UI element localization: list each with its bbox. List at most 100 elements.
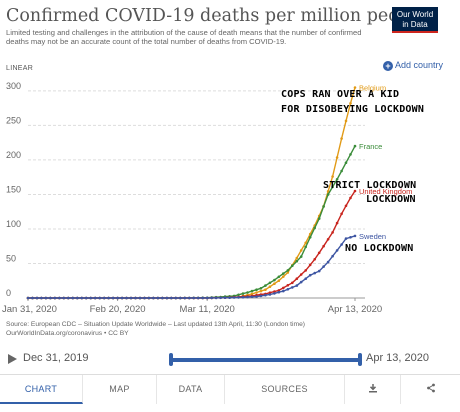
data-point-sweden [76, 296, 79, 300]
tab-chart[interactable]: CHART [0, 375, 83, 404]
data-point-france [268, 281, 272, 285]
scale-toggle[interactable]: LINEAR [6, 65, 34, 72]
tab-bar: CHART MAP DATA SOURCES [0, 374, 460, 404]
data-point-sweden [134, 296, 137, 300]
data-point-belgium [331, 175, 334, 178]
data-point-sweden [237, 296, 240, 299]
tab-data[interactable]: DATA [157, 375, 225, 404]
data-point-united-kingdom [282, 286, 285, 290]
timeline-start-handle[interactable] [169, 353, 173, 366]
data-point-united-kingdom [344, 204, 348, 208]
data-point-france [317, 217, 321, 220]
data-point-belgium [268, 285, 272, 288]
timeline-end-handle[interactable] [358, 353, 362, 366]
data-point-sweden [71, 296, 75, 300]
data-point-sweden [161, 296, 164, 300]
data-point-sweden [331, 254, 334, 258]
data-point-belgium [273, 282, 276, 285]
x-tick-label: Feb 20, 2020 [90, 304, 146, 315]
data-point-united-kingdom [349, 196, 352, 200]
data-point-france [241, 292, 245, 295]
data-point-france [344, 161, 348, 164]
data-point-united-kingdom [286, 284, 290, 287]
data-point-sweden [116, 296, 119, 300]
data-point-united-kingdom [331, 231, 334, 234]
page-title: Confirmed COVID-19 deaths per million pe… [6, 6, 426, 26]
data-point-france [273, 278, 276, 282]
download-icon [368, 384, 377, 393]
data-point-sweden [53, 296, 57, 300]
data-point-belgium [353, 86, 357, 89]
source-line-1: Source: European CDC – Situation Update … [6, 321, 306, 328]
data-point-united-kingdom [304, 269, 308, 272]
y-tick-label: 150 [6, 184, 21, 194]
data-point-sweden [143, 296, 146, 300]
data-point-sweden [255, 295, 258, 298]
tab-sources[interactable]: SOURCES [225, 375, 345, 404]
data-point-france [291, 264, 294, 268]
data-point-sweden [84, 296, 88, 300]
data-point-belgium [264, 288, 267, 291]
add-country-button[interactable]: + Add country [383, 60, 443, 71]
data-point-belgium [340, 137, 343, 140]
data-point-belgium [299, 249, 303, 252]
data-point-belgium [250, 292, 254, 296]
y-tick-label: 250 [6, 115, 21, 125]
data-point-france [353, 144, 357, 148]
data-point-sweden [317, 269, 321, 273]
data-point-sweden [179, 296, 182, 300]
series-label-sweden: Sweden [359, 232, 386, 241]
data-point-france [250, 289, 254, 293]
data-point-sweden [223, 296, 227, 299]
y-tick-label: 200 [6, 150, 21, 160]
data-point-france [259, 287, 263, 290]
download-button[interactable] [345, 375, 401, 404]
data-point-france [282, 272, 285, 275]
data-point-belgium [344, 119, 348, 123]
data-point-sweden [268, 293, 272, 296]
data-point-france [335, 178, 339, 181]
data-point-france [286, 269, 290, 272]
play-icon[interactable] [8, 354, 17, 364]
x-tick-label: Jan 31, 2020 [2, 304, 57, 315]
timeline: Dec 31, 2019 Apr 13, 2020 [0, 348, 460, 372]
data-point-sweden [138, 296, 142, 300]
data-point-united-kingdom [273, 290, 276, 293]
data-point-united-kingdom [335, 221, 339, 225]
data-point-sweden [107, 296, 110, 300]
data-point-sweden [31, 296, 34, 300]
data-point-belgium [326, 190, 330, 193]
data-point-sweden [308, 273, 312, 277]
chart-subtitle: Limited testing and challenges in the at… [6, 28, 362, 46]
data-point-sweden [264, 293, 267, 297]
annotation-cops: COPS RAN OVER A KID [281, 89, 400, 100]
data-point-sweden [250, 295, 254, 299]
timeline-track[interactable] [172, 358, 359, 362]
data-point-sweden [120, 296, 124, 300]
data-point-sweden [349, 236, 352, 239]
data-point-united-kingdom [322, 244, 325, 248]
data-point-france [237, 293, 240, 297]
data-point-united-kingdom [308, 263, 312, 267]
owid-logo[interactable]: Our World in Data [392, 7, 438, 33]
data-point-france [308, 236, 312, 239]
annotation-strict-lockdown: STRICT LOCKDOWN [323, 180, 417, 191]
data-point-sweden [156, 296, 160, 300]
data-point-sweden [241, 296, 245, 299]
data-point-sweden [322, 265, 325, 268]
data-point-sweden [49, 296, 52, 300]
timeline-end-label: Apr 13, 2020 [366, 352, 429, 364]
source-note: Source: European CDC – Situation Update … [6, 321, 426, 338]
data-point-sweden [344, 237, 348, 240]
source-line-2[interactable]: OurWorldInData.org/coronavirus • CC BY [6, 329, 129, 337]
data-point-sweden [232, 296, 236, 299]
series-label-united-kingdom: United Kingdom [359, 187, 412, 196]
tab-map[interactable]: MAP [83, 375, 157, 404]
share-button[interactable] [401, 375, 460, 404]
data-point-sweden [98, 296, 101, 300]
annotation-lockdown: LOCKDOWN [366, 194, 416, 205]
data-point-sweden [340, 243, 343, 246]
data-point-sweden [152, 296, 155, 300]
series-line-france [28, 145, 356, 299]
data-point-france [246, 291, 249, 294]
